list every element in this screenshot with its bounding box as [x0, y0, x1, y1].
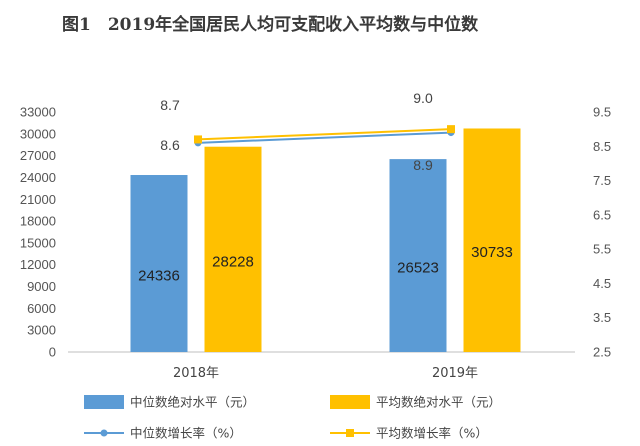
line-marker [447, 125, 455, 134]
rate-label: 8.6 [160, 137, 180, 153]
left-tick-label: 9000 [27, 279, 56, 294]
left-tick-label: 15000 [20, 235, 56, 250]
right-tick-label: 2.5 [593, 345, 611, 360]
left-tick-label: 3000 [27, 323, 56, 338]
left-tick-label: 12000 [20, 257, 56, 272]
legend-swatch [330, 395, 370, 409]
line-marker [194, 135, 202, 144]
right-tick-label: 6.5 [593, 207, 611, 222]
left-tick-label: 33000 [20, 105, 56, 120]
left-axis: 0 3000 6000 9000 12000 15000 18000 21000 24000 27… [20, 105, 56, 360]
category-label: 2018年 [173, 366, 219, 381]
bar [389, 159, 447, 352]
left-tick-label: 30000 [20, 126, 56, 141]
left-tick-label: 27000 [20, 148, 56, 163]
right-axis: 2.5 3.5 4.5 5.5 6.5 7.5 8.5 9.5 [593, 105, 611, 360]
left-tick-label: 0 [49, 345, 56, 360]
chart-title: 图1 2019年全国居民人均可支配收入平均数与中位数 [62, 15, 479, 35]
legend-marker [100, 429, 108, 437]
right-tick-label: 9.5 [593, 105, 611, 120]
legend-swatch [84, 395, 124, 409]
legend: 中位数绝对水平（元） 平均数绝对水平（元） 中位数增长率（%） 平均数增长率（%） [84, 395, 501, 441]
left-tick-label: 6000 [27, 301, 56, 316]
right-tick-label: 8.5 [593, 139, 611, 154]
rate-label: 8.7 [160, 97, 180, 113]
series-line [197, 131, 452, 144]
left-tick-label: 18000 [20, 214, 56, 229]
rate-label: 9.0 [413, 90, 433, 106]
left-tick-label: 21000 [20, 192, 56, 207]
right-tick-label: 3.5 [593, 310, 611, 325]
legend-marker [346, 429, 354, 437]
legend-label: 中位数绝对水平（元） [130, 395, 255, 410]
right-tick-label: 7.5 [593, 173, 611, 188]
legend-label: 平均数绝对水平（元） [376, 395, 501, 410]
left-tick-label: 24000 [20, 170, 56, 185]
lines: 8.6 8.9 8.7 9.0 [160, 90, 455, 173]
bar-value-label: 24336 [138, 268, 180, 285]
series-line [197, 128, 452, 141]
bar-value-label: 26523 [397, 260, 439, 277]
legend-label: 中位数增长率（%） [130, 426, 242, 441]
right-tick-label: 5.5 [593, 242, 611, 257]
category-label: 2019年 [432, 366, 478, 381]
right-tick-label: 4.5 [593, 276, 611, 291]
legend-label: 平均数增长率（%） [376, 426, 488, 441]
category-labels: 2018年 2019年 [173, 366, 478, 381]
rate-label: 8.9 [413, 157, 433, 173]
bar-value-label: 28228 [212, 253, 254, 270]
bar [130, 175, 188, 352]
bar [463, 128, 521, 352]
bars: 24336 26523 28228 30733 [130, 128, 521, 352]
bar [204, 146, 262, 352]
bar-value-label: 30733 [471, 244, 513, 261]
